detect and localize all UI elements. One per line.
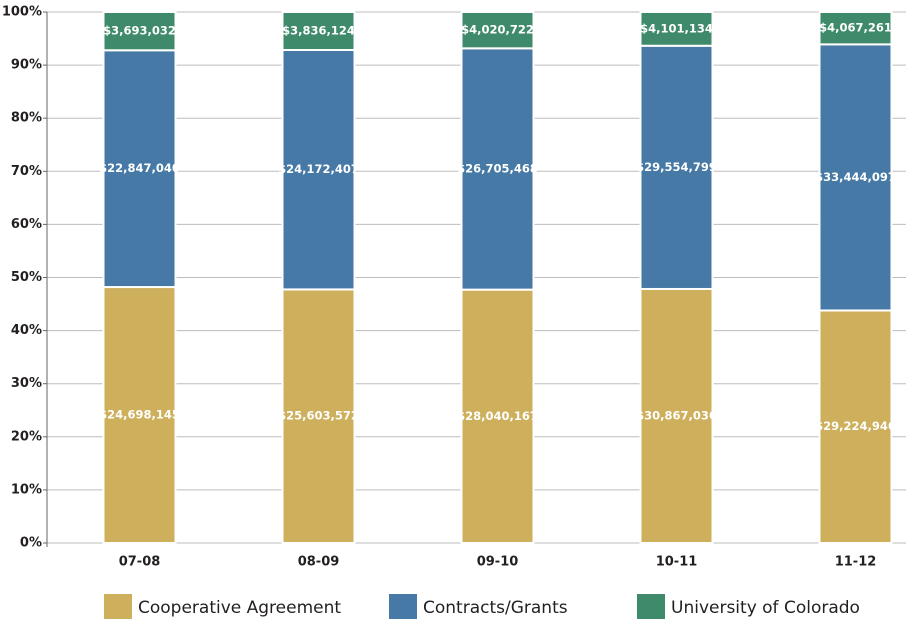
bar-segment [460,11,535,50]
y-tick-label: 80% [11,111,42,126]
bar-segment [102,49,177,289]
y-tick-label: 0% [20,536,42,551]
legend-swatch [104,594,132,619]
value-label: $24,698,145 [99,408,180,422]
value-label: $33,444,097 [815,170,896,184]
bar-segment [460,47,535,291]
x-tick-label: 11-12 [835,555,877,570]
value-label: $29,224,946 [815,419,896,433]
value-label: $3,693,032 [103,24,176,38]
legend-label: Cooperative Agreement [138,598,341,618]
value-label: $24,172,407 [278,162,359,176]
x-tick-label: 07-08 [119,555,161,570]
bar-segment [818,43,893,312]
y-tick-label: 50% [11,270,42,285]
bar-segment [281,11,356,51]
x-tick-label: 09-10 [477,555,519,570]
y-tick-label: 20% [11,429,42,444]
legend-label: Contracts/Grants [423,598,568,618]
value-label: $4,101,134 [640,21,713,35]
value-label: $3,836,124 [282,23,355,37]
value-label: $4,067,261 [819,21,892,35]
bar-segment [639,11,714,47]
y-tick-label: 10% [11,482,42,497]
bar-segment [639,287,714,545]
bar-segment [281,288,356,545]
value-label: $26,705,468 [457,161,538,175]
value-label: $25,603,572 [278,409,359,423]
legend-swatch [637,594,665,619]
bar-segment [818,11,893,46]
y-tick-label: 90% [11,58,42,73]
x-tick-label: 08-09 [298,555,340,570]
legend-swatch [389,594,417,619]
bar-segment [102,286,177,544]
y-tick-label: 70% [11,164,42,179]
legend-label: University of Colorado [671,598,860,618]
value-label: $22,847,040 [99,161,180,175]
bar-segment [102,11,177,52]
value-label: $28,040,167 [457,409,538,423]
y-tick-label: 60% [11,217,42,232]
x-tick-label: 10-11 [656,555,698,570]
value-label: $29,554,799 [636,160,717,174]
value-label: $4,020,722 [461,23,534,37]
bar-segment [281,48,356,291]
bar-segment [460,288,535,544]
y-tick-label: 40% [11,323,42,338]
bar-segment [818,309,893,544]
y-tick-label: 100% [2,5,42,20]
value-label: $30,867,036 [636,408,717,422]
y-tick-label: 30% [11,376,42,391]
